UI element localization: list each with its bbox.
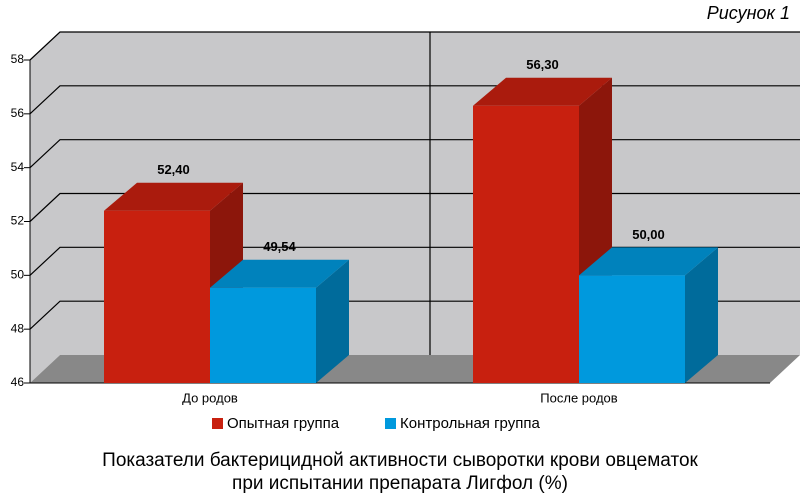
y-tick-label: 50 — [11, 268, 25, 282]
bar — [210, 287, 316, 383]
legend-label: Контрольная группа — [400, 415, 540, 432]
y-tick-label: 58 — [11, 52, 25, 66]
bar-side — [316, 259, 349, 383]
legend-swatch — [212, 418, 223, 429]
bar — [579, 275, 685, 383]
bar-top — [473, 77, 612, 106]
chart-title: Показатели бактерицидной активности сыво… — [102, 450, 698, 471]
y-tick-label: 52 — [11, 214, 25, 228]
value-label: 49,54 — [263, 239, 296, 254]
y-tick-label: 46 — [11, 375, 25, 389]
value-label: 56,30 — [526, 57, 559, 72]
bar-top — [104, 182, 243, 211]
grid-line — [29, 31, 800, 61]
bar-top — [579, 247, 718, 276]
y-tick-label: 54 — [11, 160, 25, 174]
chart-title: при испытании препарата Лигфол (%) — [232, 473, 568, 494]
x-tick-label: До родов — [182, 390, 238, 405]
bar-side — [685, 247, 718, 383]
y-tick-label: 56 — [11, 106, 25, 120]
value-label: 52,40 — [157, 162, 190, 177]
y-tick-label: 48 — [11, 321, 25, 335]
bar — [473, 105, 579, 383]
value-label: 50,00 — [632, 227, 665, 242]
bar — [104, 210, 210, 383]
bar-top — [210, 259, 349, 288]
annotation: Рисунок 1 — [707, 3, 790, 23]
legend-swatch — [385, 418, 396, 429]
x-tick-label: После родов — [540, 390, 617, 405]
legend-label: Опытная группа — [227, 415, 340, 432]
